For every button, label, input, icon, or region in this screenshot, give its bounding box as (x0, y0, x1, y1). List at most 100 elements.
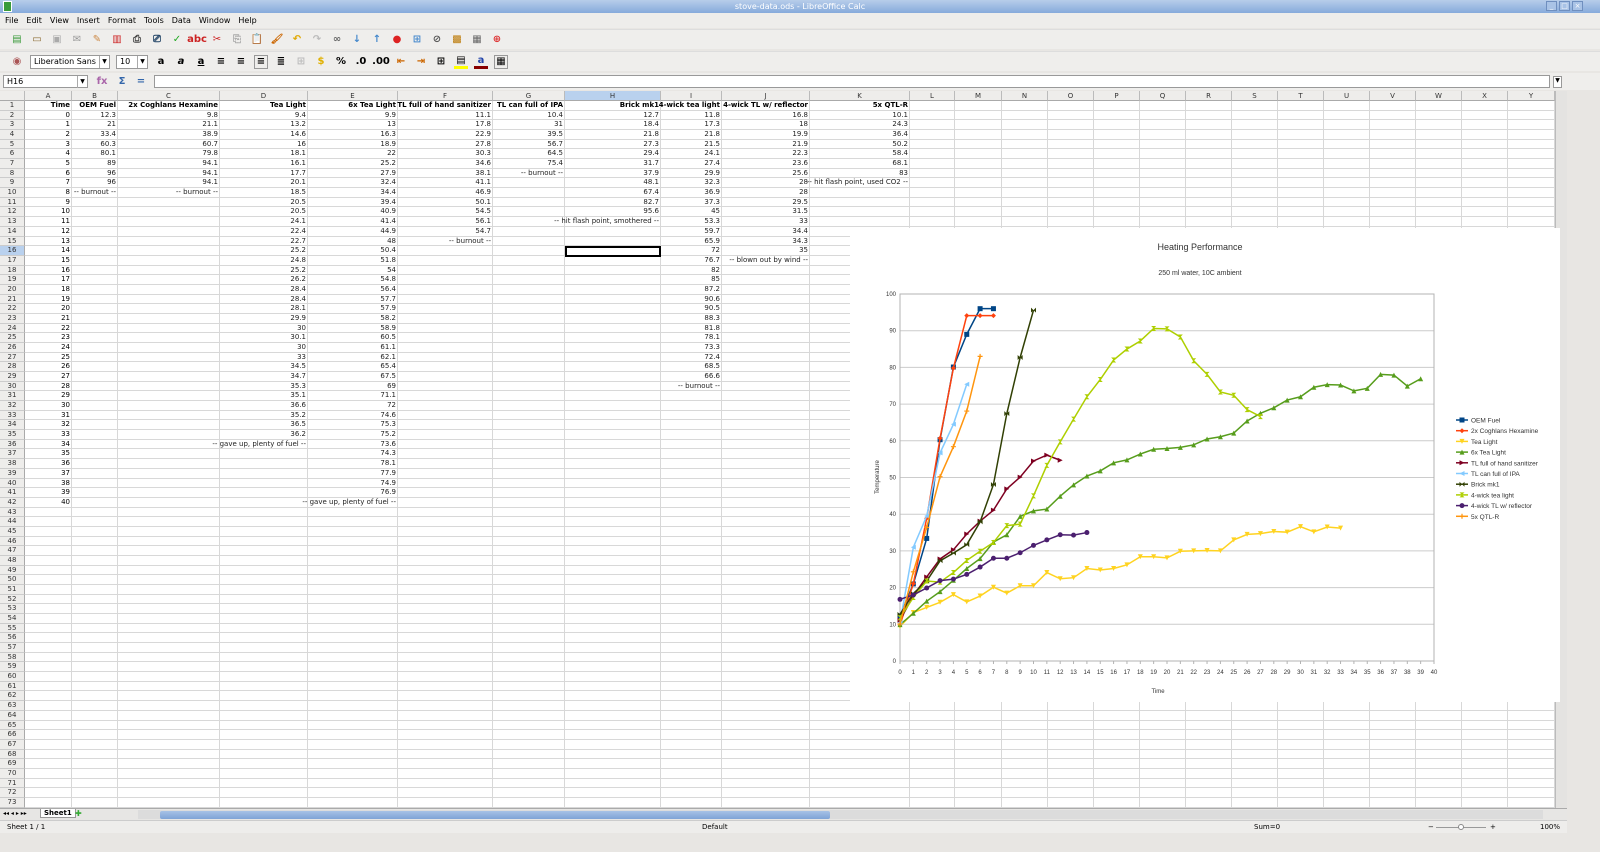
value-cell[interactable]: 62.1 (380, 352, 396, 361)
column-header-s[interactable]: S (1232, 91, 1278, 101)
sort-ascending-icon[interactable]: ↓ (352, 34, 362, 45)
zoom-slider-handle[interactable] (1458, 824, 1464, 830)
navigator-icon[interactable]: ⊘ (432, 34, 442, 45)
value-cell[interactable]: 18.1 (290, 149, 306, 158)
value-cell[interactable]: 37.9 (643, 168, 659, 177)
column-header-x[interactable]: X (1462, 91, 1508, 101)
time-cell[interactable]: 14 (61, 246, 70, 255)
value-cell[interactable]: 50.2 (892, 139, 908, 148)
value-cell[interactable]: 38.9 (202, 130, 218, 139)
expand-formula-icon[interactable]: ▼ (1553, 76, 1562, 88)
underline-icon[interactable]: a (197, 56, 205, 67)
value-cell[interactable]: 29.5 (792, 197, 808, 206)
value-cell[interactable]: 74.6 (380, 410, 396, 419)
row-header[interactable]: 47 (0, 546, 25, 556)
row-header[interactable]: 17 (0, 255, 25, 266)
value-cell[interactable]: 14.6 (290, 130, 306, 139)
value-cell[interactable]: 81.8 (704, 323, 720, 332)
row-header[interactable]: 24 (0, 323, 25, 334)
row-header[interactable]: 35 (0, 430, 25, 440)
italic-icon[interactable]: a (177, 56, 185, 67)
row-header[interactable]: 48 (0, 555, 25, 566)
value-cell[interactable]: 25.2 (290, 246, 306, 255)
justify-icon[interactable]: ≣ (276, 56, 286, 67)
time-cell[interactable]: 34 (61, 439, 70, 448)
value-cell[interactable]: 53.3 (704, 217, 720, 226)
menu-edit[interactable]: Edit (26, 16, 42, 25)
time-cell[interactable]: 12 (61, 226, 70, 235)
value-cell[interactable]: -- burnout -- (520, 168, 563, 177)
value-cell[interactable]: 88.3 (704, 313, 720, 322)
edit-file-icon[interactable]: ✎ (92, 34, 102, 45)
value-cell[interactable]: -- burnout -- (677, 381, 720, 390)
row-header[interactable]: 34 (0, 420, 25, 431)
time-cell[interactable]: 19 (61, 294, 70, 303)
value-cell[interactable]: 31 (554, 120, 563, 129)
value-cell[interactable]: 13.2 (290, 120, 306, 129)
value-cell[interactable]: 16.1 (290, 159, 306, 168)
bold-icon[interactable]: a (157, 56, 165, 67)
value-cell[interactable]: 30 (297, 343, 306, 351)
selected-cell-cursor[interactable] (565, 246, 661, 257)
value-cell[interactable]: 35.2 (290, 410, 306, 419)
value-cell[interactable]: 79.8 (202, 149, 218, 158)
time-cell[interactable]: 23 (61, 333, 70, 342)
row-header[interactable]: 56 (0, 633, 25, 644)
menu-insert[interactable]: Insert (76, 16, 100, 25)
menu-window[interactable]: Window (198, 16, 231, 25)
value-cell[interactable]: 9.9 (384, 110, 396, 119)
value-cell[interactable]: 29.4 (643, 149, 659, 158)
row-header[interactable]: 21 (0, 294, 25, 305)
copy-icon[interactable]: ⎘ (233, 34, 241, 45)
merge-cells-icon[interactable]: ⊞ (296, 56, 306, 67)
time-cell[interactable]: 2 (65, 130, 70, 139)
value-cell[interactable]: 11.1 (475, 110, 491, 119)
value-cell[interactable]: 74.3 (380, 449, 396, 458)
value-cell[interactable]: 45 (711, 207, 720, 216)
value-cell[interactable]: 34.5 (290, 362, 306, 371)
time-cell[interactable]: 27 (61, 372, 70, 381)
row-header[interactable]: 6 (0, 149, 25, 160)
column-heading-cell[interactable]: Brick mk1 (619, 101, 659, 109)
time-cell[interactable]: 33 (61, 430, 70, 439)
time-cell[interactable]: 17 (61, 275, 70, 284)
column-header-m[interactable]: M (955, 91, 1002, 101)
value-cell[interactable]: 67.4 (643, 188, 659, 197)
column-header-d[interactable]: D (220, 91, 308, 101)
borders-icon[interactable]: ⊞ (436, 56, 446, 67)
row-header[interactable]: 62 (0, 691, 25, 702)
cut-icon[interactable]: ✂ (212, 34, 222, 45)
value-cell[interactable]: 35.1 (290, 391, 306, 400)
value-cell[interactable]: 90.5 (704, 304, 720, 313)
value-cell[interactable]: 39.4 (380, 197, 396, 206)
value-cell[interactable]: 82.7 (643, 197, 659, 206)
value-cell[interactable]: 94.1 (202, 178, 218, 187)
row-header[interactable]: 27 (0, 352, 25, 363)
value-cell[interactable]: 50.4 (380, 246, 396, 255)
value-cell[interactable]: 18.5 (290, 188, 306, 197)
decrease-indent-icon[interactable]: ⇤ (396, 56, 406, 67)
row-header[interactable]: 53 (0, 604, 25, 615)
row-header[interactable]: 45 (0, 526, 25, 537)
time-cell[interactable]: 38 (61, 478, 70, 487)
row-header[interactable]: 41 (0, 488, 25, 498)
value-cell[interactable]: 46.9 (475, 188, 491, 197)
value-cell[interactable]: 72 (387, 401, 396, 410)
value-cell[interactable]: 73.6 (380, 439, 396, 448)
add-sheet-icon[interactable]: ✚ (75, 809, 82, 818)
value-cell[interactable]: 34.6 (475, 159, 491, 168)
row-header[interactable]: 54 (0, 614, 25, 624)
value-cell[interactable]: -- hit flash point, smothered -- (554, 217, 659, 226)
value-cell[interactable]: 68.5 (704, 362, 720, 371)
menu-view[interactable]: View (49, 16, 69, 25)
time-cell[interactable]: 1 (65, 120, 70, 129)
row-header[interactable]: 14 (0, 226, 25, 237)
row-header[interactable]: 49 (0, 565, 25, 576)
value-cell[interactable]: 87.2 (704, 284, 720, 293)
row-header[interactable]: 23 (0, 313, 25, 324)
value-cell[interactable]: 60.7 (202, 139, 218, 148)
value-cell[interactable]: 19.9 (792, 130, 808, 139)
value-cell[interactable]: 75.3 (380, 420, 396, 429)
row-header[interactable]: 2 (0, 110, 25, 121)
increase-indent-icon[interactable]: ⇥ (416, 56, 426, 67)
